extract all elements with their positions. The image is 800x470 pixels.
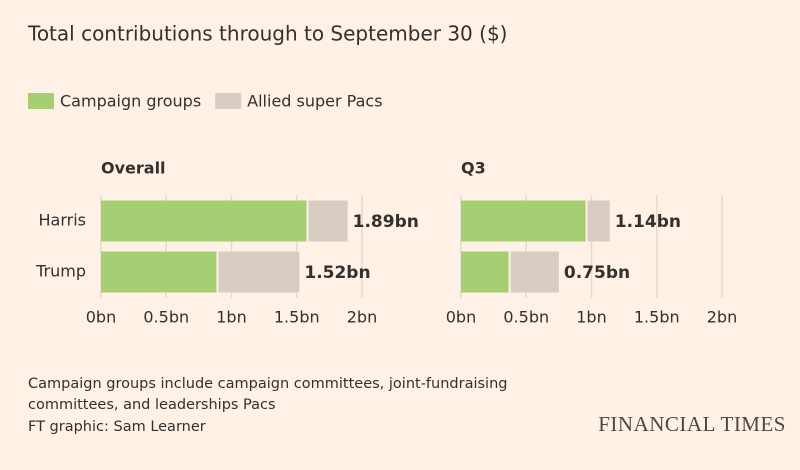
legend-swatch xyxy=(215,93,242,109)
y-tick-label: Harris xyxy=(39,211,87,230)
total-label: 1.52bn xyxy=(304,263,370,283)
legend-label: Allied super Pacs xyxy=(247,92,382,111)
y-tick-label: Trump xyxy=(35,262,86,281)
x-tick-label: 0bn xyxy=(446,308,476,327)
bar-segment xyxy=(218,251,300,293)
x-tick-label: 0bn xyxy=(86,308,116,327)
bar-segment xyxy=(587,200,610,242)
bar-segment xyxy=(461,200,586,242)
total-label: 0.75bn xyxy=(564,263,630,283)
x-tick-label: 0.5bn xyxy=(503,308,549,327)
chart-title: Total contributions through to September… xyxy=(27,22,507,46)
x-tick-label: 1bn xyxy=(216,308,246,327)
x-tick-label: 0.5bn xyxy=(143,308,189,327)
note: Campaign groups include campaign committ… xyxy=(28,376,507,392)
panel-title: Q3 xyxy=(461,159,486,178)
legend-label: Campaign groups xyxy=(60,92,201,111)
bar-segment xyxy=(461,251,509,293)
x-tick-label: 2bn xyxy=(347,308,377,327)
legend-swatch xyxy=(28,93,54,109)
total-label: 1.89bn xyxy=(353,212,419,232)
bar-segment xyxy=(101,251,217,293)
note: committees, and leaderships Pacs xyxy=(28,397,276,413)
x-tick-label: 1bn xyxy=(576,308,606,327)
credit: FT graphic: Sam Learner xyxy=(28,419,206,435)
bar-segment xyxy=(510,251,559,293)
x-tick-label: 2bn xyxy=(707,308,737,327)
brand: FINANCIAL TIMES xyxy=(598,412,786,436)
bar-segment xyxy=(308,200,348,242)
bar-segment xyxy=(101,200,307,242)
x-tick-label: 1.5bn xyxy=(274,308,320,327)
panel-title: Overall xyxy=(101,159,166,178)
total-label: 1.14bn xyxy=(615,212,681,232)
x-tick-label: 1.5bn xyxy=(634,308,680,327)
